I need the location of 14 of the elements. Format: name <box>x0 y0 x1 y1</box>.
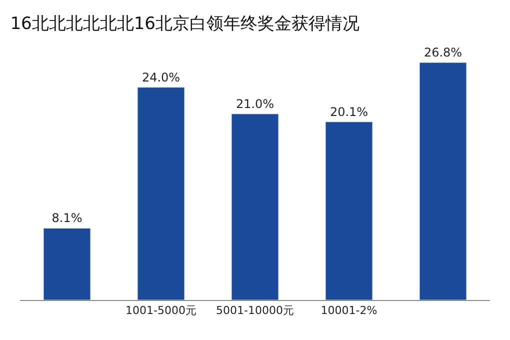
data-label: 21.0% <box>236 96 274 111</box>
data-label: 26.8% <box>424 46 462 60</box>
bar <box>325 122 373 300</box>
x-tick-label: 1001-5000元 <box>126 304 196 318</box>
bar <box>419 62 467 300</box>
bar <box>43 228 91 300</box>
x-tick-label: 5001-10000元 <box>216 304 294 318</box>
data-label: 24.0% <box>142 70 180 84</box>
x-tick-label: 10001-2% <box>320 304 378 318</box>
bar <box>231 114 279 300</box>
data-label: 20.1% <box>330 104 368 119</box>
chart-title: 16北北北北北北16北京白领年终奖金获得情况 <box>10 14 360 34</box>
data-label: 8.1% <box>52 211 82 226</box>
bar <box>137 87 185 300</box>
